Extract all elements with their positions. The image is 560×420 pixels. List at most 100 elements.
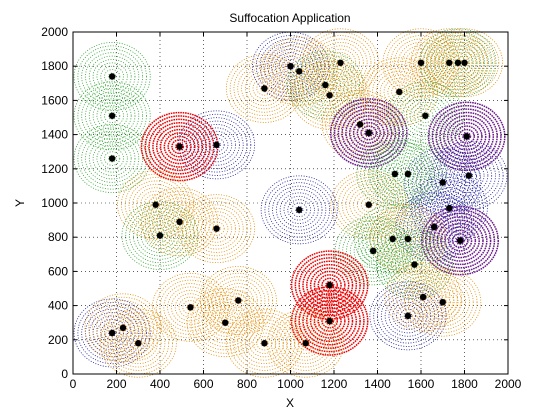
node-ring (340, 106, 380, 142)
node-point (135, 340, 142, 347)
node-ring (185, 117, 248, 173)
node-ring (264, 178, 334, 241)
node-point (296, 68, 303, 75)
node-ring-cluster (427, 101, 506, 172)
node-ring (197, 211, 236, 247)
x-tick-label: 0 (70, 377, 77, 391)
node-ring (409, 52, 433, 74)
node-ring (332, 55, 349, 70)
node-ring (134, 339, 143, 348)
node-ring (104, 69, 121, 84)
node-ring (415, 289, 432, 305)
node-ring (278, 319, 333, 368)
node-ring (298, 257, 361, 314)
node-ring (279, 192, 319, 228)
node-ring (390, 170, 400, 178)
node-ring (260, 175, 338, 245)
node-ring-cluster (141, 187, 219, 257)
node-ring (396, 272, 451, 322)
node-ring (302, 71, 357, 120)
node-ring (155, 125, 204, 168)
node-ring (73, 81, 151, 151)
node-ring (430, 171, 455, 194)
node-point (187, 304, 194, 311)
x-tick-label: 1200 (321, 377, 348, 391)
node-ring (88, 137, 136, 180)
node-ring (197, 127, 236, 163)
node-ring (336, 58, 345, 67)
node-ring (336, 103, 384, 146)
node-ring (399, 308, 416, 324)
node-ring (383, 236, 446, 293)
node-ring (111, 319, 166, 368)
node-ring (204, 134, 229, 156)
node-ring-cluster (329, 98, 408, 168)
node-ring (353, 233, 393, 269)
node-ring-cluster (356, 139, 434, 209)
node-ring (291, 202, 308, 218)
node-ring (88, 296, 158, 359)
node-ring (291, 60, 369, 130)
node-ring (377, 146, 439, 202)
node-ring (155, 276, 226, 339)
node-point (404, 312, 412, 320)
node-ring-cluster (151, 272, 229, 342)
node-ring (455, 236, 465, 245)
node-ring-cluster (302, 28, 380, 98)
node-ring-cluster (286, 50, 364, 120)
node-point (108, 73, 116, 80)
node-ring (433, 194, 465, 223)
node-ring (77, 45, 147, 108)
node-point (108, 112, 116, 119)
y-tick-label: 1200 (41, 162, 68, 176)
node-ring (252, 77, 277, 100)
node-ring (233, 315, 296, 371)
y-tick-label: 0 (61, 367, 68, 381)
node-ring (252, 332, 277, 354)
node-ring (458, 128, 476, 144)
node-ring (81, 88, 144, 144)
node-ring (121, 201, 199, 270)
node-ring-cluster (369, 139, 447, 209)
node-ring (144, 221, 176, 250)
x-tick-label: 400 (150, 377, 170, 391)
node-ring (287, 199, 312, 221)
node-point (461, 59, 468, 66)
node-ring (401, 45, 441, 81)
node-point (417, 59, 425, 66)
node-ring (136, 214, 184, 257)
node-ring (294, 64, 365, 127)
node-ring (163, 132, 196, 161)
node-ring (325, 91, 334, 100)
node-ring (353, 190, 385, 219)
node-ring (136, 187, 176, 223)
node-ring (302, 296, 358, 346)
node-ring (293, 332, 318, 354)
node-ring (103, 312, 173, 375)
node-ring (437, 148, 500, 204)
node-ring (373, 207, 443, 270)
node-ring (100, 65, 124, 88)
node-ring-cluster (73, 81, 151, 151)
node-ring (163, 207, 196, 236)
node-ring (410, 260, 419, 269)
node-ring (421, 111, 430, 120)
node-ring (427, 35, 489, 91)
node-point (365, 201, 372, 208)
node-ring (282, 322, 329, 365)
node-ring (267, 308, 345, 378)
node-ring (88, 312, 136, 354)
node-ring (77, 301, 147, 364)
node-ring (422, 183, 477, 233)
node-ring-cluster (73, 124, 151, 193)
node-ring (302, 260, 358, 310)
node-ring (175, 142, 185, 151)
node-ring (186, 288, 264, 358)
node-ring (388, 298, 428, 334)
node-ring (178, 110, 256, 180)
x-tick-label: 200 (106, 377, 126, 391)
node-ring (423, 284, 463, 320)
node-ring (388, 266, 458, 329)
node-ring (152, 122, 207, 172)
